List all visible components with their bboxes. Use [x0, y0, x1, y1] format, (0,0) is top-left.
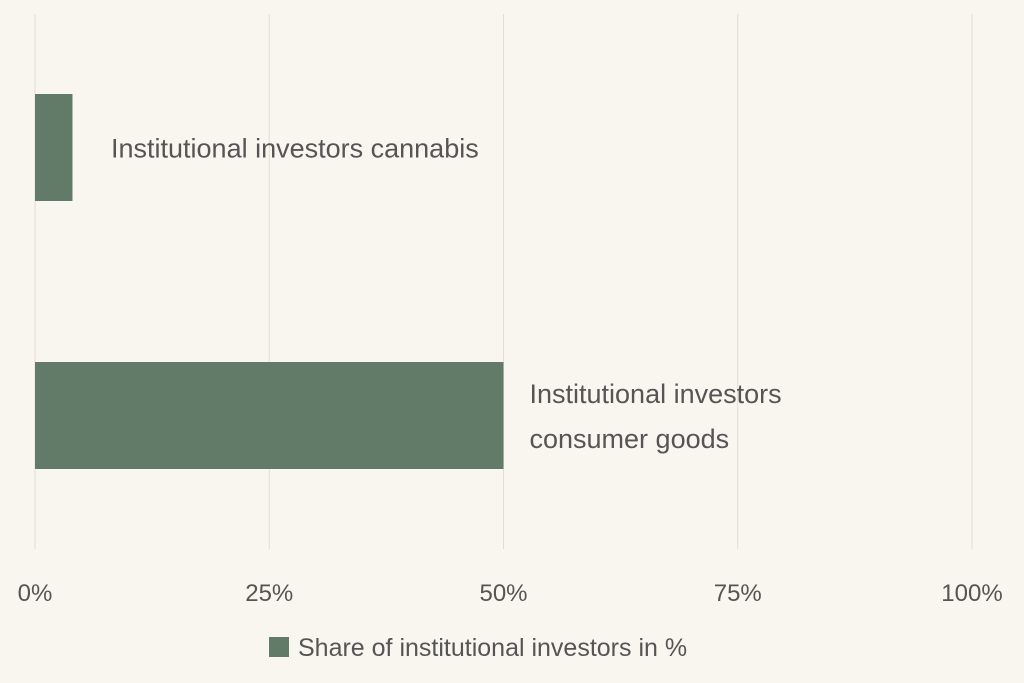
- x-axis-tick-labels: 0% 25% 50% 75% 100%: [18, 580, 1003, 607]
- x-tick-label-25: 25%: [245, 580, 293, 607]
- bar-label-line: consumer goods: [530, 424, 730, 454]
- x-tick-label-75: 75%: [714, 580, 762, 607]
- bar-label-2: Institutional investors consumer goods: [530, 379, 782, 454]
- legend: Share of institutional investors in %: [269, 634, 687, 662]
- x-tick-label-100: 100%: [941, 580, 1002, 607]
- bar-series: [35, 94, 504, 469]
- x-tick-label-50: 50%: [479, 580, 527, 607]
- bar-label-line: Institutional investors cannabis: [111, 134, 479, 164]
- x-tick-label-0: 0%: [18, 580, 53, 607]
- bar-labels: Institutional investors cannabis Institut…: [111, 134, 782, 455]
- legend-swatch: [269, 637, 289, 657]
- bar-2: [35, 362, 504, 469]
- bar-label-line: Institutional investors: [530, 379, 782, 409]
- legend-label: Share of institutional investors in %: [298, 634, 687, 662]
- bar-label-1: Institutional investors cannabis: [111, 134, 479, 164]
- bar-1: [35, 94, 73, 201]
